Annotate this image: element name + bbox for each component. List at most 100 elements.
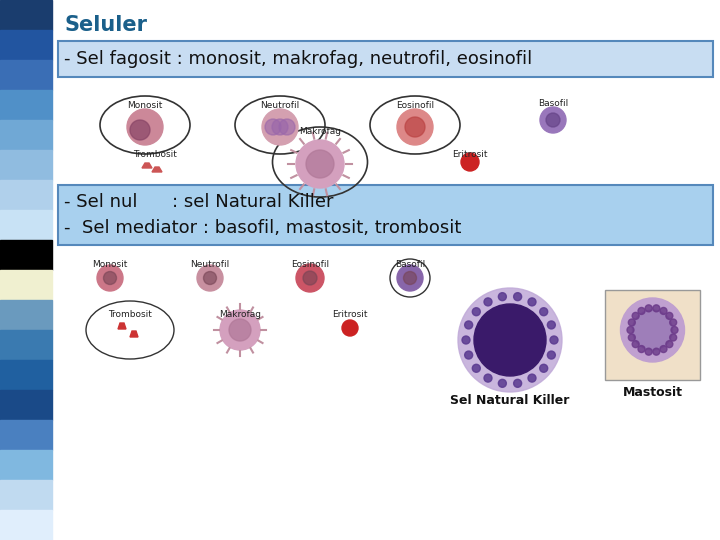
Circle shape — [632, 341, 639, 348]
Circle shape — [397, 265, 423, 291]
Circle shape — [464, 321, 472, 329]
Bar — [0, 420, 52, 450]
Circle shape — [484, 374, 492, 382]
Text: Basofil: Basofil — [395, 260, 425, 269]
Circle shape — [670, 334, 677, 341]
Circle shape — [272, 119, 288, 135]
Circle shape — [629, 319, 635, 326]
Text: Eritrosit: Eritrosit — [332, 310, 368, 319]
Circle shape — [627, 327, 634, 334]
Text: - Sel nul      : sel Natural Killer: - Sel nul : sel Natural Killer — [64, 193, 333, 211]
Circle shape — [550, 336, 558, 344]
Text: - Sel fagosit : monosit, makrofag, neutrofil, eosinofil: - Sel fagosit : monosit, makrofag, neutr… — [64, 50, 532, 68]
Text: Makrofag: Makrofag — [219, 310, 261, 319]
Circle shape — [621, 298, 685, 362]
Text: Seluler: Seluler — [65, 15, 148, 35]
Text: Neutrofil: Neutrofil — [190, 260, 230, 269]
Bar — [0, 240, 52, 270]
Bar — [0, 330, 52, 360]
Bar — [0, 210, 52, 240]
Polygon shape — [152, 167, 162, 172]
Bar — [0, 300, 52, 330]
Text: Eosinofil: Eosinofil — [396, 101, 434, 110]
Circle shape — [547, 351, 555, 359]
Polygon shape — [118, 323, 126, 329]
Circle shape — [403, 272, 416, 285]
Bar — [0, 510, 52, 540]
Circle shape — [130, 120, 150, 140]
Circle shape — [653, 305, 660, 312]
Circle shape — [464, 351, 472, 359]
Circle shape — [229, 319, 251, 341]
Circle shape — [104, 272, 117, 285]
Circle shape — [666, 341, 673, 348]
Circle shape — [296, 264, 324, 292]
Text: Makrofag: Makrofag — [299, 127, 341, 136]
Circle shape — [670, 319, 677, 326]
Bar — [0, 180, 52, 210]
Circle shape — [296, 140, 344, 188]
Circle shape — [546, 113, 560, 127]
Text: Monosit: Monosit — [92, 260, 127, 269]
Circle shape — [528, 298, 536, 306]
Text: Eritrosit: Eritrosit — [452, 150, 487, 159]
Bar — [0, 30, 52, 60]
Text: Eosinofil: Eosinofil — [291, 260, 329, 269]
Circle shape — [632, 310, 672, 350]
Text: Basofil: Basofil — [538, 99, 568, 108]
Circle shape — [484, 298, 492, 306]
Bar — [0, 480, 52, 510]
Circle shape — [638, 307, 645, 314]
Bar — [0, 390, 52, 420]
Circle shape — [458, 288, 562, 392]
Bar — [0, 270, 52, 300]
Circle shape — [498, 379, 506, 387]
Text: Mastosit: Mastosit — [623, 386, 683, 399]
Bar — [0, 360, 52, 390]
Circle shape — [638, 346, 645, 353]
Circle shape — [528, 374, 536, 382]
Circle shape — [197, 265, 223, 291]
Circle shape — [462, 336, 470, 344]
Circle shape — [498, 293, 506, 301]
Circle shape — [204, 272, 217, 285]
Text: Sel Natural Killer: Sel Natural Killer — [450, 394, 570, 407]
Circle shape — [265, 119, 281, 135]
Circle shape — [653, 348, 660, 355]
Circle shape — [127, 109, 163, 145]
Bar — [58, 41, 713, 77]
Bar — [58, 185, 713, 245]
Text: -  Sel mediator : basofil, mastosit, trombosit: - Sel mediator : basofil, mastosit, trom… — [64, 219, 462, 237]
Circle shape — [660, 346, 667, 353]
Bar — [0, 90, 52, 120]
Circle shape — [405, 117, 425, 137]
Circle shape — [629, 334, 635, 341]
Polygon shape — [142, 163, 152, 168]
Text: Trombosit: Trombosit — [133, 150, 177, 159]
Circle shape — [303, 271, 317, 285]
Circle shape — [645, 305, 652, 312]
Bar — [605, 290, 700, 380]
Circle shape — [306, 150, 334, 178]
Circle shape — [97, 265, 123, 291]
Circle shape — [220, 310, 260, 350]
Text: Trombosit: Trombosit — [108, 310, 152, 319]
Circle shape — [632, 312, 639, 319]
Polygon shape — [130, 331, 138, 337]
Text: Neutrofil: Neutrofil — [261, 101, 300, 110]
Circle shape — [660, 307, 667, 314]
Circle shape — [513, 293, 522, 301]
Circle shape — [472, 308, 480, 316]
Circle shape — [461, 153, 479, 171]
Circle shape — [547, 321, 555, 329]
Bar — [0, 0, 52, 30]
Circle shape — [474, 304, 546, 376]
Circle shape — [540, 107, 566, 133]
Circle shape — [342, 320, 358, 336]
Circle shape — [472, 364, 480, 372]
Circle shape — [540, 308, 548, 316]
Circle shape — [671, 327, 678, 334]
Circle shape — [262, 109, 298, 145]
Circle shape — [666, 312, 673, 319]
Bar — [0, 150, 52, 180]
